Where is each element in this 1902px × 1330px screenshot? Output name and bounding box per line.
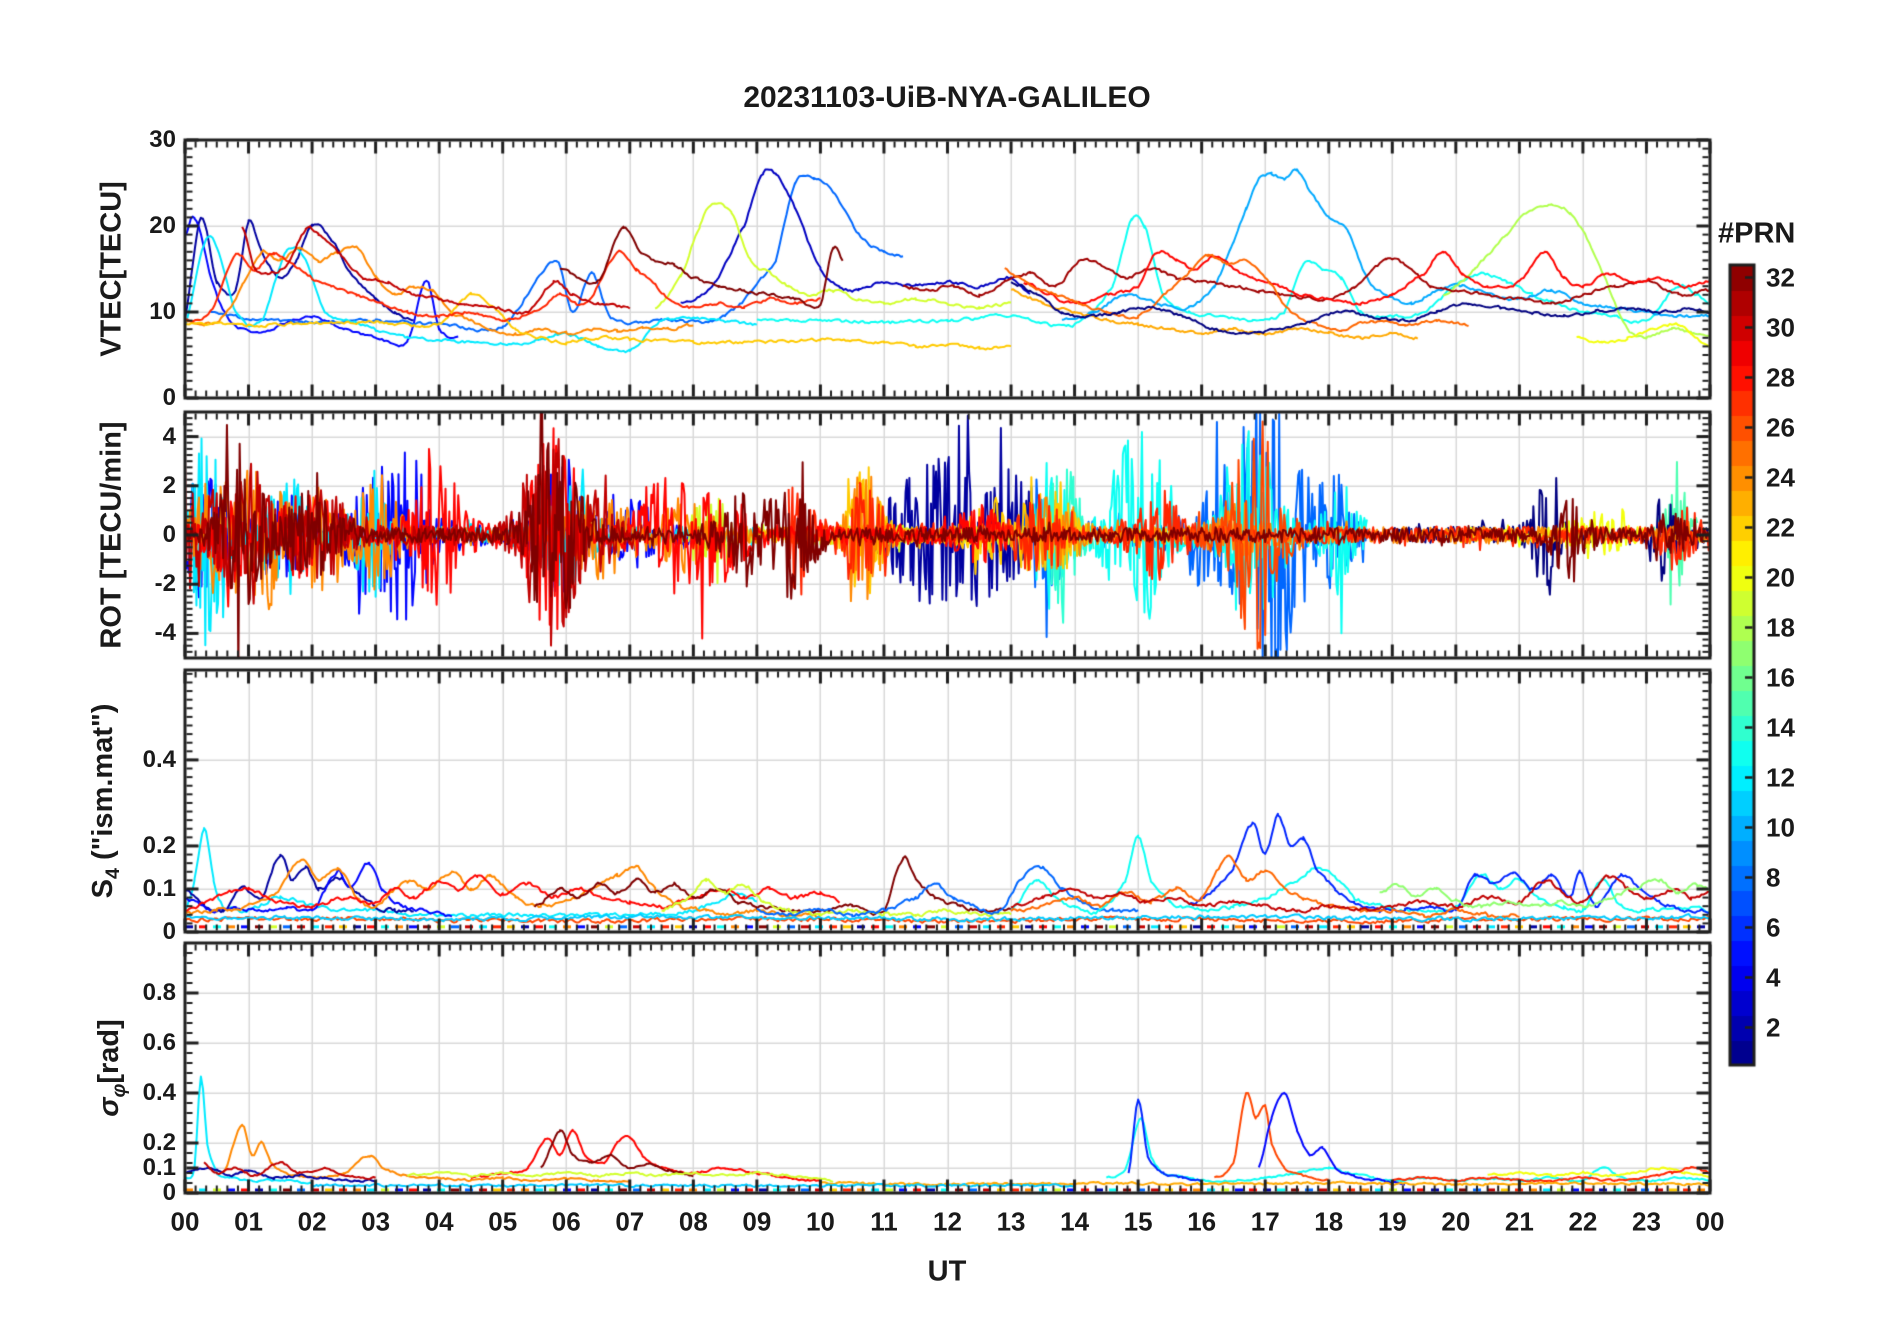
sigma-y-tick-label: 0.4 [142,1079,176,1106]
colorbar-tick-label: 14 [1766,712,1795,742]
x-tick-label: 13 [996,1206,1026,1237]
x-tick-label: 02 [297,1206,327,1237]
colorbar-tick-label: 18 [1766,612,1795,642]
sigma-y-axis-title-part: σ [93,1097,126,1117]
sigma-y-axis-title-part: φ [107,1083,130,1098]
x-tick-label: 21 [1504,1206,1534,1237]
x-tick-label: 15 [1123,1206,1153,1237]
sigma-y-tick-label: 0.6 [142,1029,176,1056]
x-tick-label: 07 [615,1206,645,1237]
vtec-y-tick-label: 20 [149,212,176,239]
rot-y-tick-label: -4 [154,619,176,647]
x-tick-label: 03 [361,1206,391,1237]
x-tick-label: 12 [933,1206,962,1237]
colorbar-tick-label: 28 [1766,362,1795,392]
colorbar-title: #PRN [1718,217,1796,250]
rot-y-axis-title: ROT [TECU/min] [96,421,129,648]
colorbar-tick-label: 12 [1766,762,1795,792]
x-tick-label: 22 [1568,1206,1598,1237]
x-tick-label: 17 [1250,1206,1280,1237]
sigma-y-tick-label: 0.1 [142,1154,176,1181]
x-axis-title: UT [927,1255,967,1288]
x-tick-label: 16 [1187,1206,1217,1237]
colorbar-tick-label: 30 [1766,312,1795,342]
colorbar-tick-label: 26 [1766,412,1795,442]
colorbar-tick-label: 24 [1766,462,1795,492]
x-tick-label: 23 [1631,1206,1661,1237]
vtec-y-axis-title: VTEC[TECU] [96,181,129,357]
colorbar-tick-label: 16 [1766,662,1795,692]
x-tick-label: 14 [1060,1206,1090,1237]
s4-y-tick-label: 0.2 [142,831,176,859]
colorbar-tick-label: 8 [1766,862,1781,892]
colorbar-tick-label: 6 [1766,912,1781,942]
rot-y-tick-label: 2 [162,471,176,499]
x-tick-label: 00 [1695,1206,1725,1237]
vtec-y-tick-label: 10 [149,298,176,325]
colorbar-tick-label: 2 [1766,1012,1781,1042]
x-tick-label: 09 [742,1206,772,1237]
s4-y-axis-title-part: S [87,879,120,899]
sigma-y-tick-label: 0 [162,1179,176,1206]
x-tick-label: 04 [424,1206,454,1237]
colorbar-tick-label: 20 [1766,562,1795,592]
colorbar-tick-label: 32 [1766,262,1795,292]
vtec-y-tick-label: 0 [162,384,176,411]
x-tick-label: 06 [551,1206,581,1237]
s4-y-axis-title: S4 ("ism.mat") [87,704,125,899]
s4-y-axis-title-part: ("ism.mat") [87,703,120,869]
s4-y-tick-label: 0.1 [142,874,176,902]
x-tick-label: 05 [488,1206,518,1237]
chart-title: 20231103-UiB-NYA-GALILEO [743,81,1151,114]
x-tick-label: 01 [234,1206,263,1237]
s4-y-axis-title-part: 4 [101,868,124,880]
rot-y-axis-title-part: ROT [TECU/min] [95,421,128,649]
x-tick-label: 18 [1314,1206,1344,1237]
vtec-y-axis-title-part: VTEC[TECU] [95,181,128,357]
colorbar-tick-label: 4 [1766,962,1781,992]
sigma-y-tick-label: 0.2 [142,1129,176,1156]
colorbar-tick-label: 22 [1766,512,1795,542]
x-tick-label: 11 [870,1206,898,1237]
s4-y-tick-label: 0 [162,918,176,945]
rot-y-tick-label: 0 [162,521,176,548]
sigma-y-axis-title-part: [rad] [93,1019,126,1084]
rot-y-tick-label: 4 [162,422,176,450]
rot-y-tick-label: -2 [154,570,176,598]
colorbar-tick-label: 10 [1766,812,1795,842]
x-tick-label: 10 [805,1206,835,1237]
x-tick-label: 08 [678,1206,708,1237]
x-tick-label: 00 [170,1206,200,1237]
sigma-y-tick-label: 0.8 [142,979,176,1006]
x-tick-label: 20 [1441,1206,1471,1237]
s4-y-tick-label: 0.4 [142,745,176,773]
x-tick-label: 19 [1377,1206,1407,1237]
vtec-y-tick-label: 30 [149,126,176,153]
sigma-y-axis-title: σφ[rad] [93,1019,131,1117]
